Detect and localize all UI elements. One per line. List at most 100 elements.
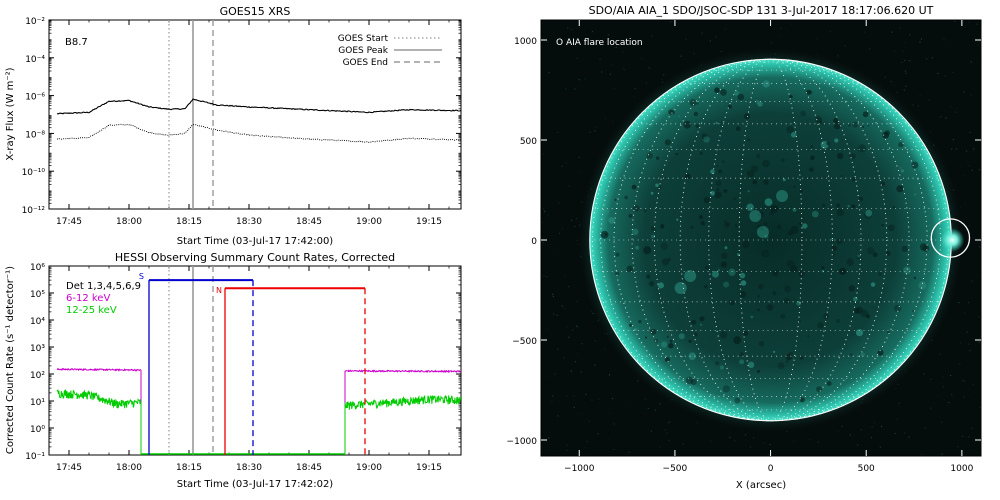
noise-speck: [597, 433, 599, 435]
surface-feature: [818, 120, 823, 125]
hessi-series: [56, 367, 461, 455]
noise-speck: [566, 40, 568, 43]
x-tick-label: −500: [663, 464, 688, 474]
surface-feature: [651, 234, 655, 239]
noise-speck: [556, 314, 558, 316]
goes-long-channel-line: [56, 98, 461, 115]
noise-speck: [881, 425, 883, 427]
noise-speck: [667, 422, 669, 424]
noise-speck: [904, 59, 906, 61]
surface-feature: [856, 255, 860, 259]
surface-feature: [914, 193, 917, 196]
noise-speck: [612, 121, 614, 123]
surface-feature: [796, 300, 802, 306]
noise-speck: [971, 280, 973, 282]
surface-feature: [800, 110, 806, 117]
noise-speck: [890, 80, 892, 83]
noise-speck: [970, 427, 972, 429]
noise-speck: [668, 439, 670, 441]
noise-speck: [566, 449, 568, 451]
surface-feature: [811, 210, 819, 218]
noise-speck: [561, 165, 563, 167]
noise-speck: [609, 412, 611, 414]
surface-feature: [852, 296, 858, 302]
noise-speck: [958, 302, 960, 304]
noise-speck: [566, 326, 569, 329]
noise-speck: [584, 78, 586, 80]
x-tick-label: 17:45: [56, 463, 82, 473]
surface-feature: [757, 101, 763, 107]
goes-legend: GOES Start GOES Peak GOES End: [338, 34, 442, 68]
noise-speck: [542, 153, 544, 155]
surface-feature: [776, 224, 782, 229]
noise-speck: [543, 275, 545, 277]
surface-feature: [866, 314, 870, 319]
y-tick-label: 10⁻⁶: [25, 93, 45, 103]
noise-speck: [552, 391, 554, 393]
surface-feature: [712, 270, 719, 278]
noise-speck: [971, 57, 973, 59]
y-tick-label: 500: [520, 137, 537, 147]
noise-speck: [939, 116, 942, 118]
surface-feature: [733, 90, 740, 96]
surface-feature: [798, 319, 802, 322]
surface-feature: [643, 246, 652, 255]
noise-speck: [594, 364, 596, 366]
surface-feature: [788, 351, 794, 357]
surface-feature: [786, 259, 795, 268]
surface-feature: [704, 284, 708, 289]
surface-feature: [851, 204, 856, 209]
noise-speck: [790, 23, 792, 25]
surface-feature: [638, 319, 642, 324]
surface-feature: [810, 155, 815, 161]
noise-speck: [942, 386, 944, 388]
surface-feature: [761, 249, 770, 258]
noise-speck: [956, 107, 958, 110]
surface-feature: [899, 166, 902, 170]
hessi-y-axis: 10⁻¹ 10⁰ 10¹ 10² 10³ 10⁴ 10⁵ 10⁶: [25, 263, 461, 462]
hessi-x-axis-label: Start Time (03-Jul-17 17:42:02): [177, 479, 334, 490]
surface-feature: [816, 386, 823, 393]
surface-feature: [789, 94, 793, 99]
surface-feature: [739, 352, 744, 357]
noise-speck: [978, 316, 980, 318]
surface-feature: [780, 314, 786, 319]
noise-speck: [650, 430, 652, 432]
aia-y-axis: −1000 −500 0 500 1000: [507, 37, 981, 447]
surface-feature: [810, 145, 814, 149]
y-tick-label: 10⁻¹⁰: [22, 168, 46, 178]
noise-speck: [669, 421, 671, 423]
x-tick-label: 1000: [950, 464, 973, 474]
noise-speck: [946, 395, 948, 397]
noise-speck: [663, 74, 665, 76]
noise-speck: [867, 433, 869, 435]
surface-feature: [688, 352, 697, 361]
surface-feature: [848, 285, 855, 292]
noise-speck: [598, 398, 600, 400]
surface-feature: [717, 269, 721, 272]
noise-speck: [566, 444, 568, 446]
hessi-chart-title: HESSI Observing Summary Count Rates, Cor…: [115, 251, 395, 264]
hessi-interval-label: S: [139, 272, 144, 281]
surface-feature: [798, 270, 805, 277]
noise-speck: [944, 75, 946, 77]
noise-speck: [685, 38, 687, 40]
aia-image-frame: [540, 19, 982, 457]
surface-feature: [870, 282, 876, 287]
noise-speck: [950, 393, 953, 395]
noise-speck: [682, 443, 684, 445]
noise-speck: [599, 58, 601, 60]
noise-speck: [724, 28, 726, 30]
noise-speck: [565, 88, 567, 90]
surface-feature: [729, 300, 735, 306]
surface-feature: [739, 272, 746, 279]
x-tick-label: 19:00: [356, 217, 382, 227]
surface-feature: [723, 281, 730, 288]
noise-speck: [957, 446, 959, 448]
noise-speck: [647, 407, 649, 409]
y-tick-label: 10⁻¹: [25, 452, 45, 462]
noise-speck: [969, 350, 971, 352]
noise-speck: [908, 436, 910, 438]
